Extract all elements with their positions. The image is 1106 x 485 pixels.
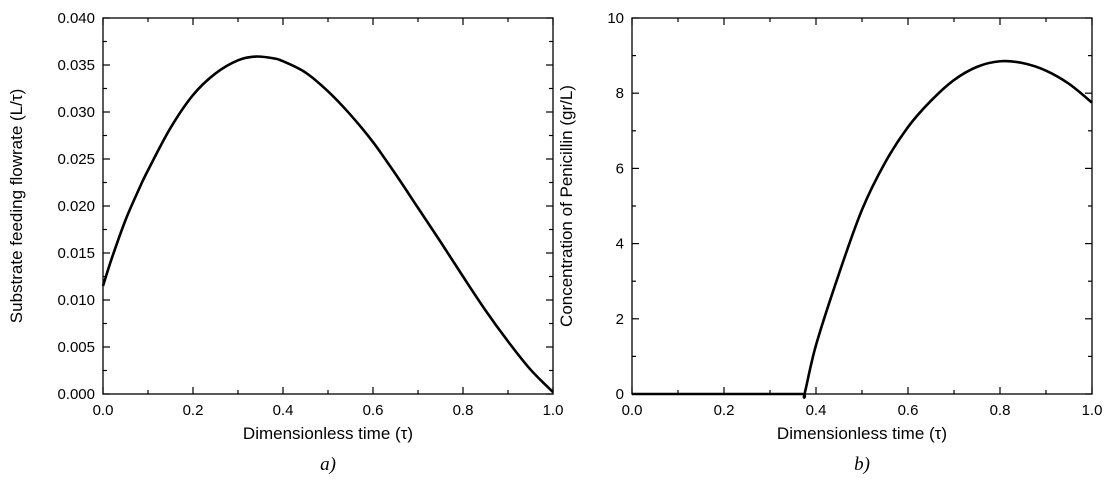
- plot-frame: [631, 17, 1093, 395]
- panel-a: 0.0 0.2 0.4 0.6 0.8 1.0 0.000 0.005 0.010 0.015 0.…: [7, 10, 563, 475]
- x-tick-label: 0.8: [453, 402, 474, 419]
- y-tick-label: 2: [616, 311, 624, 328]
- x-tick-label: 0.6: [898, 402, 919, 419]
- panel-b: 0.0 0.2 0.4 0.6 0.8 1.0 0 2 4 6 8 10 Dimensionless t…: [557, 10, 1102, 475]
- panel-caption: a): [320, 454, 336, 475]
- x-tick-label: 0.0: [93, 402, 114, 419]
- y-tick-label: 0.035: [57, 57, 95, 74]
- y-tick-label: 0.020: [57, 198, 95, 215]
- y-tick-label: 0.015: [57, 245, 95, 262]
- y-tick-label: 0.010: [57, 292, 95, 309]
- y-tick-label: 0.000: [57, 386, 95, 403]
- x-tick-label: 0.4: [806, 402, 827, 419]
- series-line: [632, 59, 1093, 399]
- x-tick-label: 0.2: [714, 402, 735, 419]
- y-tick-label: 0.025: [57, 151, 95, 168]
- x-tick-label: 1.0: [543, 402, 564, 419]
- x-tick-label: 1.0: [1082, 402, 1103, 419]
- y-tick-label: 0.040: [57, 10, 95, 27]
- plot-frame: [102, 17, 554, 395]
- y-tick-label: 10: [607, 10, 624, 27]
- x-tick-label: 0.6: [363, 402, 384, 419]
- y-tick-label: 0.030: [57, 104, 95, 121]
- x-tick-label: 0.4: [273, 402, 294, 419]
- panel-caption: b): [854, 454, 870, 475]
- series-line: [101, 55, 554, 394]
- x-axis-title: Dimensionless time (τ): [243, 424, 413, 443]
- y-tick-label: 0: [616, 386, 624, 403]
- y-tick-label: 8: [616, 85, 624, 102]
- y-tick-label: 0.005: [57, 339, 95, 356]
- y-tick-label: 6: [616, 160, 624, 177]
- y-axis-title: Substrate feeding flowrate (L/τ): [7, 89, 26, 323]
- x-axis-title: Dimensionless time (τ): [777, 424, 947, 443]
- y-tick-label: 4: [616, 236, 624, 253]
- y-axis-title: Concentration of Penicillin (gr/L): [557, 85, 576, 327]
- x-tick-label: 0.2: [183, 402, 204, 419]
- x-tick-label: 0.0: [622, 402, 643, 419]
- x-tick-label: 0.8: [990, 402, 1011, 419]
